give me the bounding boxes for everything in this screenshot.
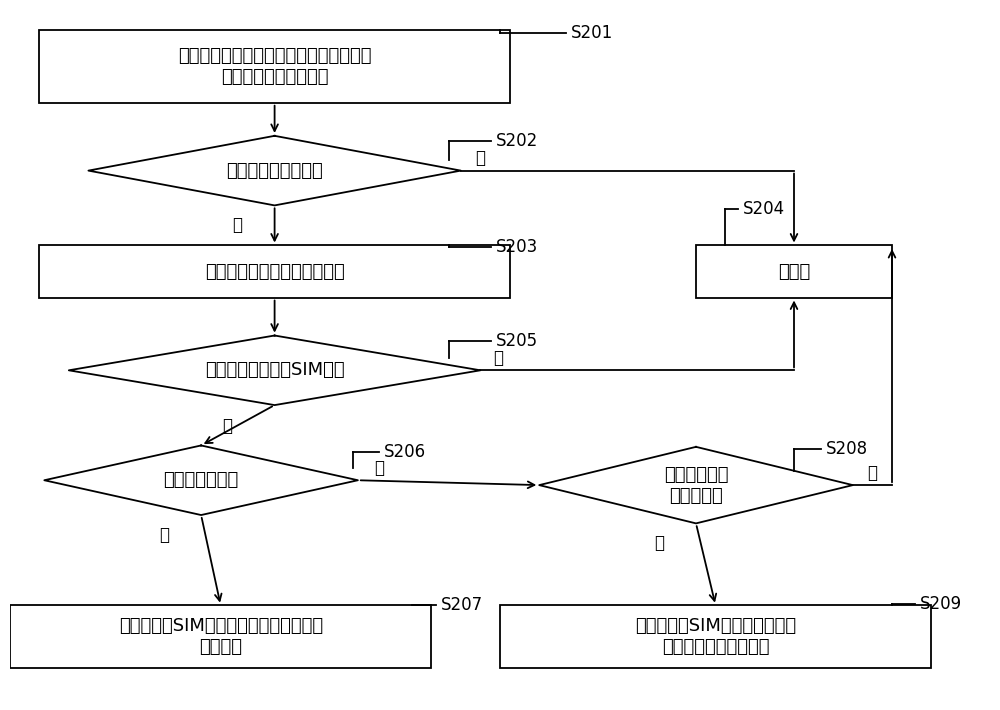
Polygon shape <box>539 447 853 523</box>
Text: 用所述预设SIM卡作为呼叫的发
起方拨打所述预设号码: 用所述预设SIM卡作为呼叫的发 起方拨打所述预设号码 <box>635 618 796 656</box>
Text: 是: 是 <box>159 525 169 544</box>
Text: 否: 否 <box>867 464 877 481</box>
Text: 在手指基于触摸动作进行拨号操作时，采
集所述手指的指纹信息: 在手指基于触摸动作进行拨号操作时，采 集所述手指的指纹信息 <box>178 47 371 86</box>
Polygon shape <box>44 445 358 515</box>
Text: 否: 否 <box>493 349 503 367</box>
Text: S201: S201 <box>571 24 613 42</box>
Text: S202: S202 <box>496 131 538 150</box>
FancyBboxPatch shape <box>39 30 510 103</box>
FancyBboxPatch shape <box>696 246 892 297</box>
FancyBboxPatch shape <box>10 606 431 668</box>
Text: 是: 是 <box>223 417 233 435</box>
Text: 绑定信息包含预设SIM卡？: 绑定信息包含预设SIM卡？ <box>205 361 344 379</box>
Text: 否: 否 <box>374 459 384 476</box>
Polygon shape <box>88 136 461 205</box>
Text: S204: S204 <box>743 200 785 218</box>
FancyBboxPatch shape <box>39 246 510 297</box>
Text: 将所述预设SIM卡作为呼叫的发起方拨打
当前号码: 将所述预设SIM卡作为呼叫的发起方拨打 当前号码 <box>119 618 323 656</box>
Polygon shape <box>69 336 480 405</box>
Text: 无操作: 无操作 <box>778 263 810 280</box>
Text: S209: S209 <box>919 595 962 613</box>
Text: 是: 是 <box>654 534 664 552</box>
Text: S206: S206 <box>384 444 426 462</box>
Text: 否: 否 <box>475 149 485 167</box>
Text: 是: 是 <box>232 216 242 234</box>
Text: 指纹包含绑定信息？: 指纹包含绑定信息？ <box>226 162 323 180</box>
FancyBboxPatch shape <box>500 606 931 668</box>
Text: S208: S208 <box>826 440 868 458</box>
Text: S205: S205 <box>496 332 538 350</box>
Text: 绑定信息包含
预设号码？: 绑定信息包含 预设号码？ <box>664 466 728 505</box>
Text: 读取所述指纹信息的绑定信息: 读取所述指纹信息的绑定信息 <box>205 263 344 280</box>
Text: 当前号码完整？: 当前号码完整？ <box>163 471 239 489</box>
Text: S203: S203 <box>496 238 538 256</box>
Text: S207: S207 <box>441 596 483 614</box>
